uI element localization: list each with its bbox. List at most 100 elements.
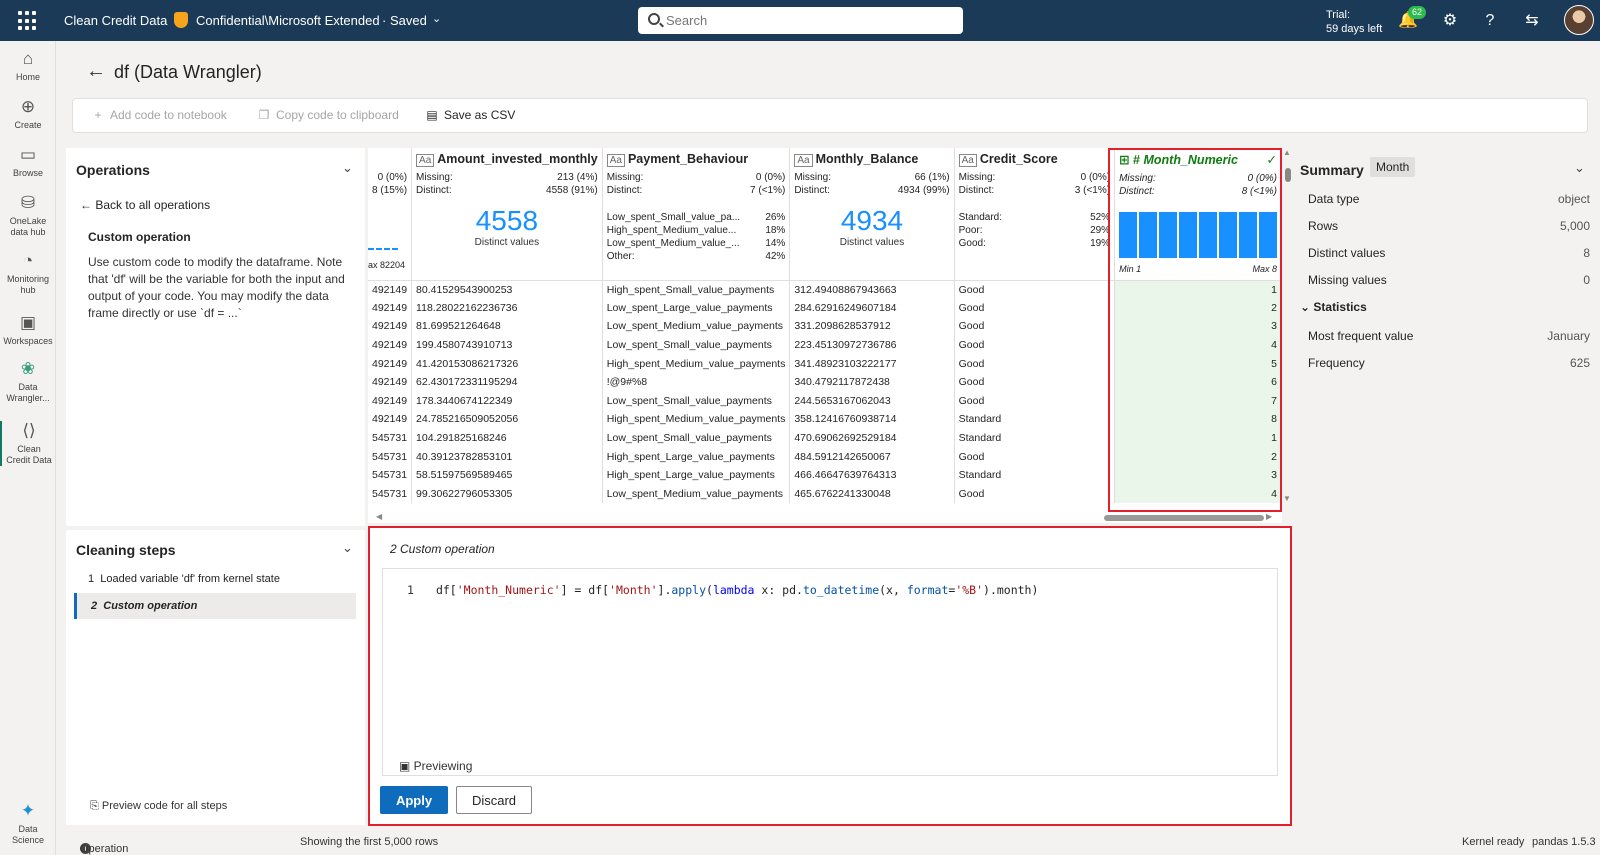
table-cell[interactable]: 3 xyxy=(1114,317,1282,336)
table-cell[interactable]: Good xyxy=(954,298,1116,318)
nav-onelake[interactable]: ⛁ OneLake data hub xyxy=(0,193,56,238)
table-cell[interactable]: 341.48923103222177 xyxy=(789,354,955,373)
code-line[interactable]: 1 df['Month_Numeric'] = df['Month'].apply… xyxy=(407,583,1038,597)
back-to-all-operations[interactable]: ← Back to all operations xyxy=(80,198,210,212)
histogram-bar[interactable] xyxy=(1238,212,1257,258)
table-cell[interactable]: !@9#%8 xyxy=(602,372,791,392)
code-editor[interactable]: 1 df['Month_Numeric'] = df['Month'].apply… xyxy=(382,568,1278,776)
table-cell[interactable]: Good xyxy=(954,280,1116,299)
help-icon[interactable]: ? xyxy=(1485,12,1495,29)
nav-data-science[interactable]: ✦ Data Science xyxy=(0,801,56,846)
table-cell[interactable]: 545731 xyxy=(368,465,413,485)
table-cell[interactable]: 545731 xyxy=(368,447,413,466)
table-cell[interactable]: 104.291825168246 xyxy=(411,428,603,448)
table-cell[interactable]: 1 xyxy=(1114,280,1282,299)
table-cell[interactable]: Low_spent_Small_value_payments xyxy=(602,391,791,411)
histogram-bar[interactable] xyxy=(1119,212,1138,258)
table-cell[interactable]: 58.51597569589465 xyxy=(411,465,603,485)
table-cell[interactable]: 465.6762241330048 xyxy=(789,484,955,504)
histogram-bar[interactable] xyxy=(1258,212,1277,258)
table-cell[interactable]: High_spent_Small_value_payments xyxy=(602,280,791,299)
add-code-button[interactable]: + Add code to notebook xyxy=(91,108,226,122)
table-cell[interactable]: 99.30622796053305 xyxy=(411,484,603,504)
table-cell[interactable]: 484.5912142650067 xyxy=(789,447,955,466)
discard-button[interactable]: Discard xyxy=(456,786,532,814)
scroll-up-icon[interactable]: ▲ xyxy=(1283,148,1291,157)
table-cell[interactable]: 492149 xyxy=(368,410,413,429)
table-cell[interactable]: High_spent_Medium_value_payments xyxy=(602,410,791,429)
table-cell[interactable]: 199.4580743910713 xyxy=(411,335,603,355)
table-cell[interactable]: 492149 xyxy=(368,354,413,373)
histogram-bar[interactable] xyxy=(1219,212,1237,258)
histogram-bar[interactable] xyxy=(1159,212,1178,258)
table-cell[interactable]: Good xyxy=(954,447,1116,466)
back-arrow-icon[interactable]: ← xyxy=(86,60,106,82)
table-cell[interactable]: Good xyxy=(954,354,1116,373)
table-cell[interactable]: 7 xyxy=(1114,391,1282,411)
scroll-thumb[interactable] xyxy=(1104,515,1264,521)
table-cell[interactable]: Standard xyxy=(954,465,1116,485)
table-cell[interactable]: 4 xyxy=(1114,484,1282,504)
table-cell[interactable]: 5 xyxy=(1114,354,1282,373)
saved-status[interactable]: · Saved xyxy=(382,13,427,28)
gear-icon[interactable]: ⚙ xyxy=(1442,12,1458,29)
scroll-right-icon[interactable]: ▶ xyxy=(1266,512,1273,521)
table-cell[interactable]: Low_spent_Medium_value_payments xyxy=(602,317,791,336)
vertical-scrollbar[interactable]: ▲ ▼ xyxy=(1283,148,1293,503)
nav-create[interactable]: ⊕ Create xyxy=(0,97,56,131)
statistics-toggle[interactable]: ⌄ Statistics xyxy=(1300,300,1367,314)
table-cell[interactable]: 492149 xyxy=(368,372,413,392)
app-launcher-icon[interactable] xyxy=(18,11,38,31)
histogram-bar[interactable] xyxy=(1179,212,1198,258)
copy-code-button[interactable]: ❐ Copy code to clipboard xyxy=(257,108,399,122)
nav-clean-credit-data[interactable]: ⟨⟩ Clean Credit Data xyxy=(0,421,56,466)
table-cell[interactable]: 284.62916249607184 xyxy=(789,298,955,318)
nav-home[interactable]: ⌂ Home xyxy=(0,49,56,83)
code-text[interactable]: df['Month_Numeric'] = df['Month'].apply(… xyxy=(436,583,1038,597)
save-csv-button[interactable]: ▤ Save as CSV xyxy=(425,108,515,122)
table-cell[interactable]: 492149 xyxy=(368,391,413,411)
nav-data-wrangler[interactable]: ❀ Data Wrangler... xyxy=(0,359,56,404)
table-cell[interactable]: 118.28022162236736 xyxy=(411,298,603,318)
table-cell[interactable]: Standard xyxy=(954,428,1116,448)
column-header-month-numeric[interactable]: ⊞ # Month_Numeric ✓ Missing: 0 (0%) Distin… xyxy=(1114,148,1282,281)
cleaning-step[interactable]: 1 Loaded variable 'df' from kernel state xyxy=(74,566,356,592)
nav-browse[interactable]: ▭ Browse xyxy=(0,145,56,179)
share-icon[interactable]: ⇆ xyxy=(1525,12,1539,29)
table-cell[interactable]: 466.46647639764313 xyxy=(789,465,955,485)
scroll-down-icon[interactable]: ▼ xyxy=(1283,494,1291,503)
table-cell[interactable]: Low_spent_Large_value_payments xyxy=(602,298,791,318)
column-header-amount-invested[interactable]: Aa Amount_invested_monthly Missing: 213 (4… xyxy=(411,148,603,281)
table-cell[interactable]: 470.69062692529184 xyxy=(789,428,955,448)
table-cell[interactable]: 4 xyxy=(1114,335,1282,355)
app-name[interactable]: Clean Credit Data xyxy=(64,13,168,28)
table-cell[interactable]: Good xyxy=(954,335,1116,355)
nav-monitoring[interactable]: ◔ Monitoring hub xyxy=(0,251,56,296)
table-cell[interactable]: 340.4792117872438 xyxy=(789,372,955,392)
table-cell[interactable]: Low_spent_Small_value_payments xyxy=(602,428,791,448)
table-cell[interactable]: 492149 xyxy=(368,298,413,318)
cleaning-step-selected[interactable]: 2 Custom operation xyxy=(74,593,356,619)
table-cell[interactable]: 545731 xyxy=(368,484,413,504)
table-cell[interactable]: High_spent_Large_value_payments xyxy=(602,465,791,485)
table-cell[interactable]: 40.39123782853101 xyxy=(411,447,603,466)
chevron-down-icon[interactable]: ⌄ xyxy=(342,540,353,555)
table-cell[interactable]: 492149 xyxy=(368,335,413,355)
table-cell[interactable]: 244.5653167062043 xyxy=(789,391,955,411)
table-cell[interactable]: 62.430172331195294 xyxy=(411,372,603,392)
horizontal-scrollbar[interactable]: ◀ ▶ xyxy=(376,512,1274,523)
scroll-left-icon[interactable]: ◀ xyxy=(376,512,383,521)
scroll-thumb[interactable] xyxy=(1285,168,1291,182)
table-cell[interactable]: 41.420153086217326 xyxy=(411,354,603,373)
table-cell[interactable]: Good xyxy=(954,317,1116,336)
column-header-monthly-balance[interactable]: Aa Monthly_Balance Missing: 66 (1%) Distin… xyxy=(789,148,955,281)
table-cell[interactable]: High_spent_Medium_value_payments xyxy=(602,354,791,373)
apply-button[interactable]: Apply xyxy=(380,786,448,814)
column-header-partial[interactable]: 0 (0%) 8 (15%) ax 82204 xyxy=(368,148,413,281)
table-cell[interactable]: Good xyxy=(954,484,1116,504)
search-box[interactable] xyxy=(638,7,963,34)
chevron-down-icon[interactable]: ⌄ xyxy=(342,160,353,175)
table-cell[interactable]: 24.785216509052056 xyxy=(411,410,603,429)
table-cell[interactable]: 3 xyxy=(1114,465,1282,485)
table-cell[interactable]: 1 xyxy=(1114,428,1282,448)
